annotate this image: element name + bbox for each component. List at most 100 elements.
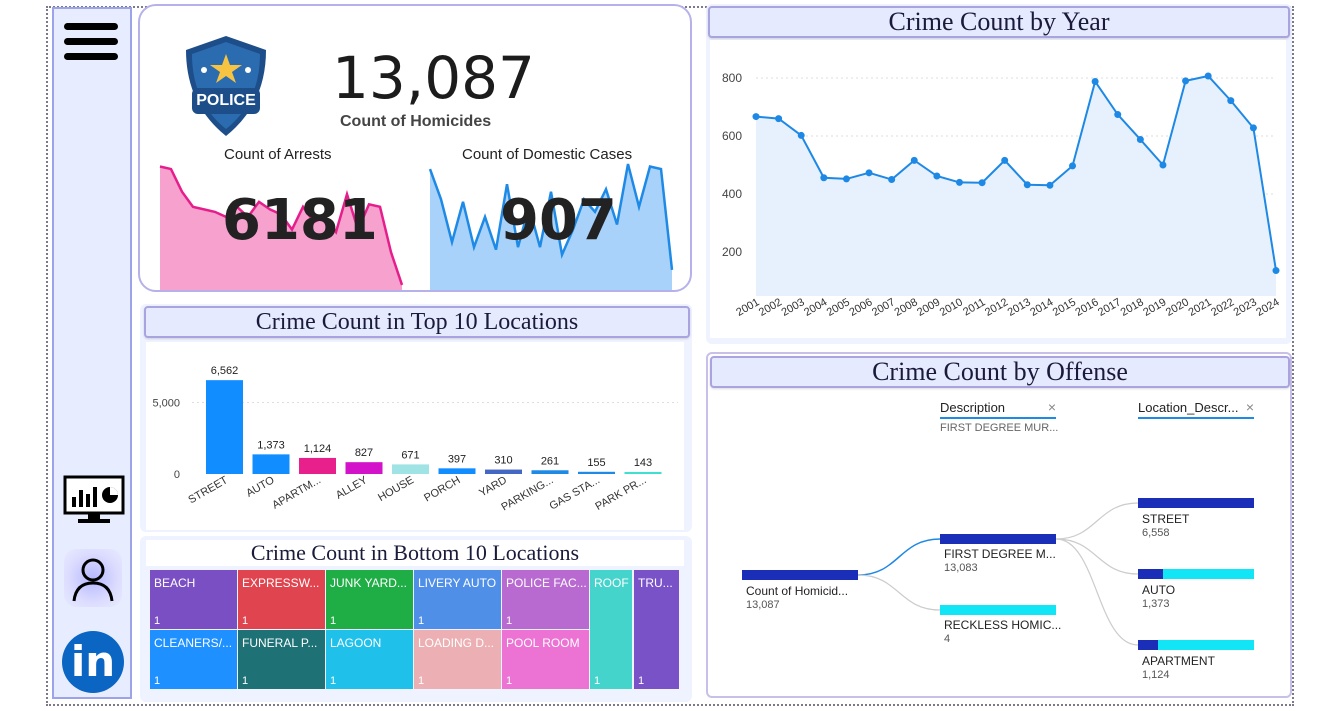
y-tick-label: 200 xyxy=(722,245,742,259)
location-node-label: APARTMENT xyxy=(1142,654,1215,668)
top-locations-chart: 0 5,000 6,562 STREET 1,373 AUTO 1,124 APARTM...… xyxy=(152,365,678,514)
tile-count: 1 xyxy=(154,615,161,627)
close-icon[interactable]: × xyxy=(1047,399,1056,415)
bar-value-label: 143 xyxy=(634,457,652,469)
treemap-tile[interactable]: FUNERAL P... 1 xyxy=(238,630,325,689)
data-point xyxy=(955,178,963,186)
badge-text: POLICE xyxy=(196,92,256,109)
tree-link xyxy=(1055,538,1139,575)
location-bar[interactable] xyxy=(1163,569,1254,579)
tree-link xyxy=(1055,538,1139,646)
treemap-tile[interactable]: LIVERY AUTO 1 xyxy=(414,570,501,629)
bar-value-label: 261 xyxy=(541,455,559,467)
description-header[interactable]: Description × xyxy=(940,399,1056,419)
data-point xyxy=(752,113,760,121)
x-category-label: PARKING... xyxy=(499,474,555,513)
tile-count: 1 xyxy=(418,675,425,687)
location-bar[interactable] xyxy=(1138,498,1254,508)
description-filter: FIRST DEGREE MUR... xyxy=(940,422,1059,434)
treemap-tile[interactable]: BEACH 1 xyxy=(150,570,237,629)
data-point xyxy=(1023,181,1031,189)
data-point xyxy=(1114,111,1122,119)
close-icon[interactable]: × xyxy=(1245,399,1254,415)
offense-node-label: FIRST DEGREE M... xyxy=(944,547,1056,561)
description-header-label: Description xyxy=(940,400,1006,415)
bar-value-label: 6,562 xyxy=(211,365,239,377)
sparkline-line xyxy=(159,165,404,286)
bottom-locations-title: Crime Count in Bottom 10 Locations xyxy=(146,540,684,566)
tree-link xyxy=(1055,502,1139,540)
offense-node-value: 13,083 xyxy=(944,562,978,574)
data-point xyxy=(1159,161,1167,169)
treemap-tile[interactable]: POLICE FAC... 1 xyxy=(502,570,589,629)
tile-label: JUNK YARD... xyxy=(330,576,407,590)
offense-bar[interactable] xyxy=(940,534,1056,544)
tile-label: CLEANERS/... xyxy=(154,636,233,650)
location-bar[interactable] xyxy=(1138,640,1158,650)
data-point xyxy=(1001,156,1009,164)
offense-title: Crime Count by Offense xyxy=(710,356,1290,388)
data-point xyxy=(978,179,986,187)
x-category-label: ALLEY xyxy=(334,474,370,502)
tile-label: EXPRESSW... xyxy=(242,576,320,590)
x-category-label: PORCH xyxy=(422,474,462,504)
bar-value-label: 1,373 xyxy=(257,439,285,451)
x-category-label: APARTM... xyxy=(270,474,323,511)
tree-link xyxy=(857,574,941,611)
bar-value-label: 310 xyxy=(494,455,512,467)
data-point xyxy=(1227,97,1235,105)
tile-label: ROOF xyxy=(594,576,629,590)
location-node-label: AUTO xyxy=(1142,583,1176,597)
treemap-tile[interactable]: POOL ROOM 1 xyxy=(502,630,589,689)
bottom-locations-panel: Crime Count in Bottom 10 Locations BEACH… xyxy=(140,536,692,702)
tile-label: LAGOON xyxy=(330,636,382,650)
root-bar[interactable] xyxy=(742,570,858,580)
data-point xyxy=(933,172,941,180)
bar xyxy=(485,469,522,474)
treemap-tile[interactable]: LAGOON 1 xyxy=(326,630,413,689)
treemap-tile[interactable]: EXPRESSW... 1 xyxy=(238,570,325,629)
data-point xyxy=(1249,124,1257,132)
treemap-tile[interactable]: TRU... 1 xyxy=(634,570,679,689)
treemap-tile[interactable]: CLEANERS/... 1 xyxy=(150,630,237,689)
x-category-label: YARD xyxy=(477,474,509,499)
treemap-tile[interactable]: LOADING D... 1 xyxy=(414,630,501,689)
data-point xyxy=(775,115,783,123)
tile-count: 1 xyxy=(594,675,601,687)
arrests-sparkline xyxy=(159,165,404,290)
tile-count: 1 xyxy=(154,675,161,687)
bar xyxy=(345,462,383,474)
bar xyxy=(624,471,662,474)
bar xyxy=(206,380,243,474)
homicides-value: 13,087 xyxy=(332,44,535,112)
user-icon[interactable] xyxy=(64,549,122,607)
sparkline-area xyxy=(160,166,402,290)
tile-label: BEACH xyxy=(154,576,196,590)
treemap-tile[interactable]: ROOF 1 xyxy=(590,570,632,689)
linkedin-icon[interactable]: in xyxy=(62,631,124,693)
bottom-locations-treemap: BEACH 1 EXPRESSW... 1 JUNK YARD... 1 LIVERY AU… xyxy=(150,570,680,690)
bar-value-label: 155 xyxy=(587,457,605,469)
area-fill xyxy=(756,75,1276,296)
hamburger-icon[interactable] xyxy=(64,23,120,63)
location-bar[interactable] xyxy=(1158,640,1254,650)
treemap-tile[interactable]: JUNK YARD... 1 xyxy=(326,570,413,629)
data-point xyxy=(1272,267,1280,275)
dashboard-monitor-icon[interactable] xyxy=(62,475,126,525)
year-title: Crime Count by Year xyxy=(708,6,1290,38)
location-node-value: 1,373 xyxy=(1142,598,1170,610)
offense-panel: Crime Count by Offense Description × FIR… xyxy=(706,352,1292,698)
data-point xyxy=(910,156,918,164)
tile-label: POOL ROOM xyxy=(506,636,580,650)
domestic-value: 907 xyxy=(500,188,617,253)
x-category-label: GAS STA... xyxy=(547,474,602,512)
location-node-label: STREET xyxy=(1142,512,1190,526)
x-category-label: PARK PR... xyxy=(593,474,648,513)
kpi-panel: POLICE 13,087 Count of Homicides Count o… xyxy=(138,4,692,292)
bar xyxy=(578,471,615,474)
root-node-value: 13,087 xyxy=(746,599,780,611)
offense-bar[interactable] xyxy=(940,605,1056,615)
decomposition-tree: Count of Homicid... 13,087 FIRST DEGREE M.… xyxy=(708,354,1292,698)
location-header[interactable]: Location_Descr... × xyxy=(1138,399,1254,419)
location-bar[interactable] xyxy=(1138,569,1163,579)
